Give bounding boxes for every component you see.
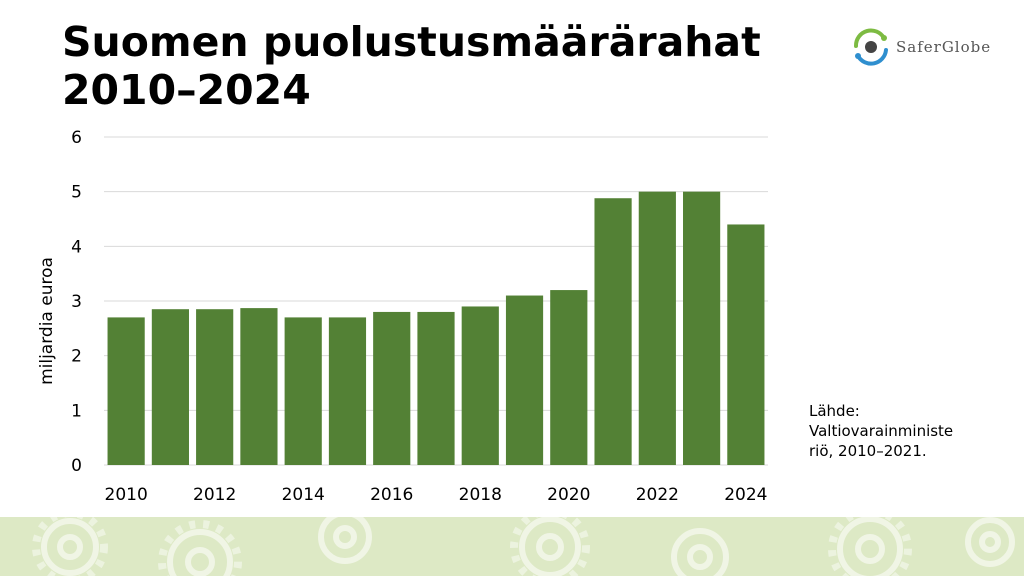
gear-pattern-icon bbox=[32, 517, 1015, 576]
bar-2022 bbox=[638, 191, 676, 465]
saferglobe-logo: SaferGlobe bbox=[850, 26, 1010, 68]
y-tick-label: 2 bbox=[71, 347, 82, 367]
bar-2024 bbox=[727, 224, 765, 465]
bar-2010 bbox=[107, 317, 145, 465]
bar-2012 bbox=[196, 309, 234, 465]
bar-2011 bbox=[151, 309, 189, 465]
source-label: Lähde: bbox=[809, 402, 860, 420]
saferglobe-logo-icon bbox=[853, 28, 888, 66]
title-line-2: 2010–2024 bbox=[62, 66, 311, 114]
bar-2020 bbox=[550, 290, 588, 465]
y-tick-label: 3 bbox=[71, 292, 82, 312]
x-tick-label: 2014 bbox=[282, 485, 325, 505]
y-tick-label: 0 bbox=[71, 456, 82, 476]
x-tick-label: 2022 bbox=[636, 485, 679, 505]
decorative-gear-footer bbox=[0, 517, 1024, 576]
logo-text: SaferGlobe bbox=[896, 38, 992, 56]
bar-2014 bbox=[284, 317, 322, 465]
x-tick-label: 2016 bbox=[370, 485, 413, 505]
bar-2019 bbox=[505, 295, 544, 465]
bar-2013 bbox=[240, 308, 278, 465]
x-tick-label: 2012 bbox=[193, 485, 236, 505]
bar-2017 bbox=[417, 311, 455, 465]
bar-2021 bbox=[594, 198, 632, 465]
bar-2018 bbox=[461, 306, 499, 465]
bar-chart: 0 1 2 3 4 5 6 2010 2012 2014 2016 2018 2020 2022 2024 m… bbox=[37, 128, 768, 505]
y-tick-label: 6 bbox=[71, 128, 82, 148]
bar-2015 bbox=[328, 317, 367, 465]
x-tick-label: 2024 bbox=[724, 485, 767, 505]
x-tick-label: 2020 bbox=[547, 485, 590, 505]
source-line-1: Valtiovarainministe bbox=[809, 422, 954, 440]
bar-2016 bbox=[373, 311, 411, 465]
page-title: Suomen puolustusmäärärahat 2010–2024 bbox=[62, 18, 761, 114]
y-tick-label: 1 bbox=[71, 401, 82, 421]
title-line-1: Suomen puolustusmäärärahat bbox=[62, 18, 761, 66]
y-axis-label: miljardia euroa bbox=[37, 257, 57, 385]
x-tick-label: 2018 bbox=[459, 485, 502, 505]
bar-2023 bbox=[683, 191, 721, 465]
y-tick-label: 4 bbox=[71, 237, 82, 257]
source-note: Lähde: Valtiovarainministe riö, 2010–202… bbox=[809, 401, 989, 461]
x-tick-label: 2010 bbox=[105, 485, 148, 505]
source-line-2: riö, 2010–2021. bbox=[809, 442, 927, 460]
y-tick-label: 5 bbox=[71, 183, 82, 203]
